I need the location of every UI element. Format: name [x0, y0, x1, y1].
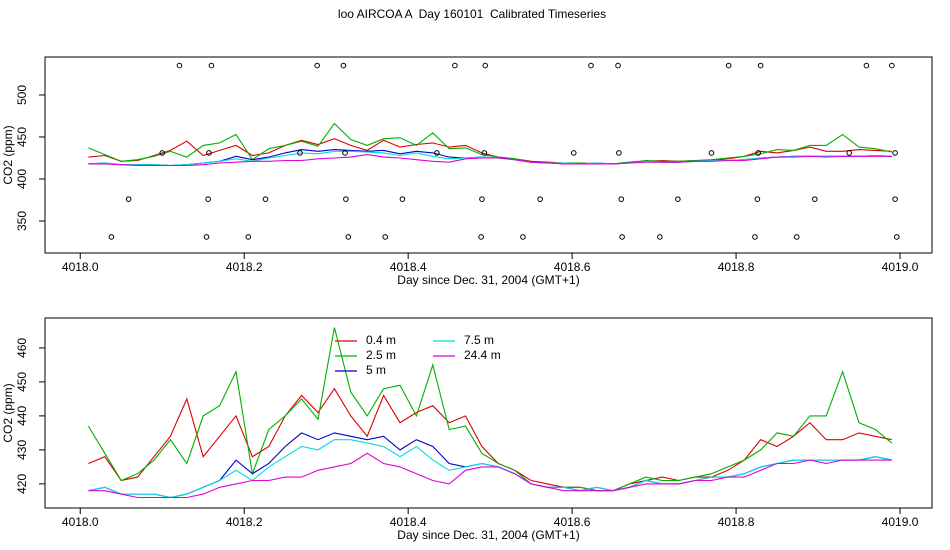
flag-point	[481, 150, 488, 156]
series-line	[88, 387, 892, 492]
flag-point	[537, 196, 543, 202]
x-tick-label: 4018.2	[226, 260, 263, 274]
flag-point	[452, 62, 458, 69]
y-tick-label: 460	[15, 338, 29, 358]
chart-title: loo AIRCOA A Day 160101 Calibrated Times…	[338, 7, 606, 21]
flag-point	[846, 150, 853, 156]
flag-point	[793, 234, 800, 240]
series-line	[88, 439, 892, 499]
flag-point	[675, 196, 681, 202]
flag-point	[618, 196, 625, 202]
plot-frame	[44, 56, 933, 254]
flag-point	[314, 62, 320, 69]
y-tick-label: 440	[15, 406, 29, 426]
legend-label: 24.4 m	[464, 348, 501, 362]
x-tick-label: 4018.0	[62, 260, 99, 274]
series-line	[88, 138, 892, 165]
flag-point	[619, 234, 625, 240]
flag-point	[616, 150, 622, 156]
flag-point	[262, 196, 269, 202]
flag-point	[176, 62, 183, 69]
flag-point	[245, 234, 252, 240]
y-tick-label: 450	[15, 127, 29, 147]
y-tick-label: 420	[15, 474, 29, 494]
flag-point	[434, 150, 440, 156]
x-tick-label: 4018.6	[554, 515, 591, 529]
flag-point	[892, 150, 898, 156]
legend-label: 2.5 m	[366, 348, 396, 362]
flag-point	[570, 150, 577, 156]
flag-point	[811, 196, 818, 202]
series-line	[87, 327, 893, 492]
x-tick-label: 4019.0	[882, 260, 919, 274]
series-line	[88, 154, 892, 167]
flag-point	[206, 150, 212, 156]
flag-point	[757, 62, 764, 69]
flag-point	[478, 234, 484, 240]
flag-point	[725, 62, 732, 69]
series-line	[88, 122, 892, 165]
flag-point	[754, 196, 761, 202]
flag-point	[342, 150, 348, 156]
y-tick-label: 400	[15, 169, 29, 189]
flag-point	[203, 234, 210, 240]
flag-point	[892, 196, 898, 202]
flag-point	[343, 196, 349, 202]
plot-frame	[44, 317, 933, 509]
flag-point	[205, 196, 211, 202]
flag-point	[708, 150, 715, 156]
y-tick-label: 500	[15, 85, 29, 105]
y-axis-label: CO2 (ppm)	[1, 383, 15, 442]
flag-point	[752, 234, 758, 240]
y-tick-label: 350	[15, 211, 29, 231]
x-axis-label: Day since Dec. 31, 2004 (GMT+1)	[397, 528, 579, 542]
flag-point	[863, 62, 870, 69]
flag-point	[520, 234, 526, 240]
y-tick-label: 450	[15, 372, 29, 392]
flag-point	[893, 234, 900, 240]
x-tick-label: 4018.8	[718, 515, 755, 529]
x-tick-label: 4018.6	[554, 260, 591, 274]
flag-point	[208, 62, 215, 69]
y-axis-label: CO2 (ppm)	[1, 125, 15, 184]
x-axis-label: Day since Dec. 31, 2004 (GMT+1)	[397, 273, 579, 287]
x-tick-label: 4018.0	[62, 515, 99, 529]
legend-label: 5 m	[366, 363, 386, 377]
flag-point	[482, 62, 489, 69]
flag-point	[108, 234, 115, 240]
flag-point	[345, 234, 352, 240]
flag-point	[479, 196, 485, 202]
x-tick-label: 4019.0	[882, 515, 919, 529]
y-tick-label: 430	[15, 440, 29, 460]
flag-point	[588, 62, 594, 69]
flag-point	[755, 150, 762, 156]
flag-point	[382, 234, 389, 240]
flag-point	[889, 62, 895, 69]
flag-point	[615, 62, 621, 69]
legend-label: 7.5 m	[464, 333, 494, 347]
x-tick-label: 4018.4	[390, 260, 427, 274]
flag-point	[657, 234, 663, 240]
flag-point	[125, 196, 132, 202]
x-tick-label: 4018.4	[390, 515, 427, 529]
flag-point	[159, 150, 166, 156]
x-tick-label: 4018.8	[718, 260, 755, 274]
flag-point	[340, 62, 347, 69]
flag-point	[399, 196, 406, 202]
legend-label: 0.4 m	[366, 333, 396, 347]
flag-point	[297, 150, 303, 156]
series-line	[88, 452, 892, 499]
x-tick-label: 4018.2	[226, 515, 263, 529]
